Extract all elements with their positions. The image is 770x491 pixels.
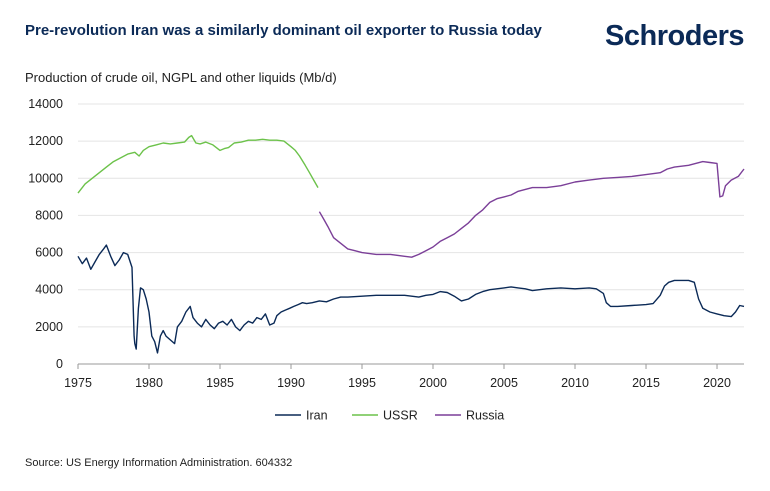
x-tick-label: 2005 (490, 376, 518, 390)
y-tick-label: 14000 (28, 97, 63, 111)
y-tick-label: 0 (56, 357, 63, 371)
series-line-russia (318, 160, 745, 258)
x-tick-label: 2000 (419, 376, 447, 390)
y-axis-label: Production of crude oil, NGPL and other … (25, 70, 337, 85)
y-tick-label: 2000 (35, 320, 63, 334)
x-tick-label: 1990 (277, 376, 305, 390)
y-tick-label: 10000 (28, 171, 63, 185)
x-axis-ticks: 1975 1980 1985 1990 1995 2000 2005 2010 2015 2020 (64, 364, 731, 390)
y-axis-ticks: 0 2000 4000 6000 8000 10000 12000 14000 (28, 97, 63, 371)
legend-label-russia: Russia (466, 409, 504, 423)
chart-title: Pre-revolution Iran was a similarly domi… (25, 22, 542, 39)
y-tick-label: 4000 (35, 283, 63, 297)
x-tick-label: 2020 (703, 376, 731, 390)
x-tick-label: 2010 (561, 376, 589, 390)
schroders-logo: Schroders (605, 20, 744, 52)
gridlines (78, 103, 744, 328)
legend: Iran USSR Russia (275, 409, 504, 423)
y-tick-label: 8000 (35, 208, 63, 222)
legend-label-ussr: USSR (383, 409, 418, 423)
y-tick-label: 12000 (28, 134, 63, 148)
series-line-ussr (77, 134, 319, 194)
y-tick-label: 6000 (35, 246, 63, 260)
series-lines (77, 134, 745, 354)
x-tick-label: 1975 (64, 376, 92, 390)
x-tick-label: 1995 (348, 376, 376, 390)
series-line-iran (77, 244, 745, 354)
x-tick-label: 2015 (632, 376, 660, 390)
legend-label-iran: Iran (306, 409, 328, 423)
source-note: Source: US Energy Information Administra… (25, 457, 293, 469)
x-tick-label: 1985 (206, 376, 234, 390)
x-tick-label: 1980 (135, 376, 163, 390)
